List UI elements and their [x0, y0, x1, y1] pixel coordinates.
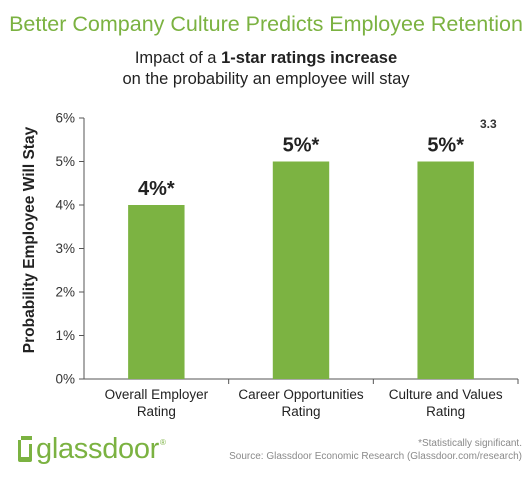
- y-tick-label: 4%: [55, 198, 75, 213]
- glassdoor-logo-trademark: ®: [160, 438, 166, 447]
- subtitle-bold: 1-star ratings increase: [221, 49, 398, 67]
- footnote-significance: *Statistically significant.: [418, 438, 522, 449]
- y-tick-label: 3%: [55, 241, 75, 256]
- chart-headline: Better Company Culture Predicts Employee…: [9, 12, 523, 36]
- x-category-label: Overall Employer: [105, 387, 209, 402]
- glassdoor-logo-icon: [18, 436, 32, 462]
- glassdoor-logo-text: glassdoor: [36, 433, 160, 465]
- glassdoor-logo: glassdoor ®: [18, 432, 166, 466]
- bar: [128, 205, 185, 379]
- y-tick-label: 0%: [55, 372, 75, 387]
- source-footnote: *Statistically significant. Source: Glas…: [229, 437, 522, 463]
- y-tick-label: 6%: [55, 111, 75, 126]
- bar: [417, 161, 474, 379]
- bar-data-label: 5%*: [427, 135, 464, 157]
- bar: [272, 161, 330, 379]
- bar-data-label: 4%*: [138, 178, 175, 200]
- x-category-label: Culture and Values: [389, 387, 503, 402]
- subtitle-line-1: Impact of a 1-star ratings increase: [0, 48, 532, 69]
- subtitle-line-2: on the probability an employee will stay: [122, 70, 410, 88]
- footnote-source: Source: Glassdoor Economic Research (Gla…: [229, 451, 522, 462]
- x-category-label: Rating: [426, 404, 465, 419]
- chart-subtitle: Impact of a 1-star ratings increase on t…: [0, 48, 532, 90]
- x-category-label: Rating: [137, 404, 176, 419]
- x-category-label: Career Opportunities: [238, 387, 364, 402]
- y-tick-label: 1%: [55, 328, 75, 343]
- y-tick-label: 5%: [55, 154, 75, 169]
- y-tick-label: 2%: [55, 285, 75, 300]
- corner-label: 3.3: [480, 117, 497, 131]
- subtitle-prefix: Impact of a: [134, 49, 222, 67]
- bar-data-label: 5%*: [283, 135, 320, 157]
- x-category-label: Rating: [281, 404, 320, 419]
